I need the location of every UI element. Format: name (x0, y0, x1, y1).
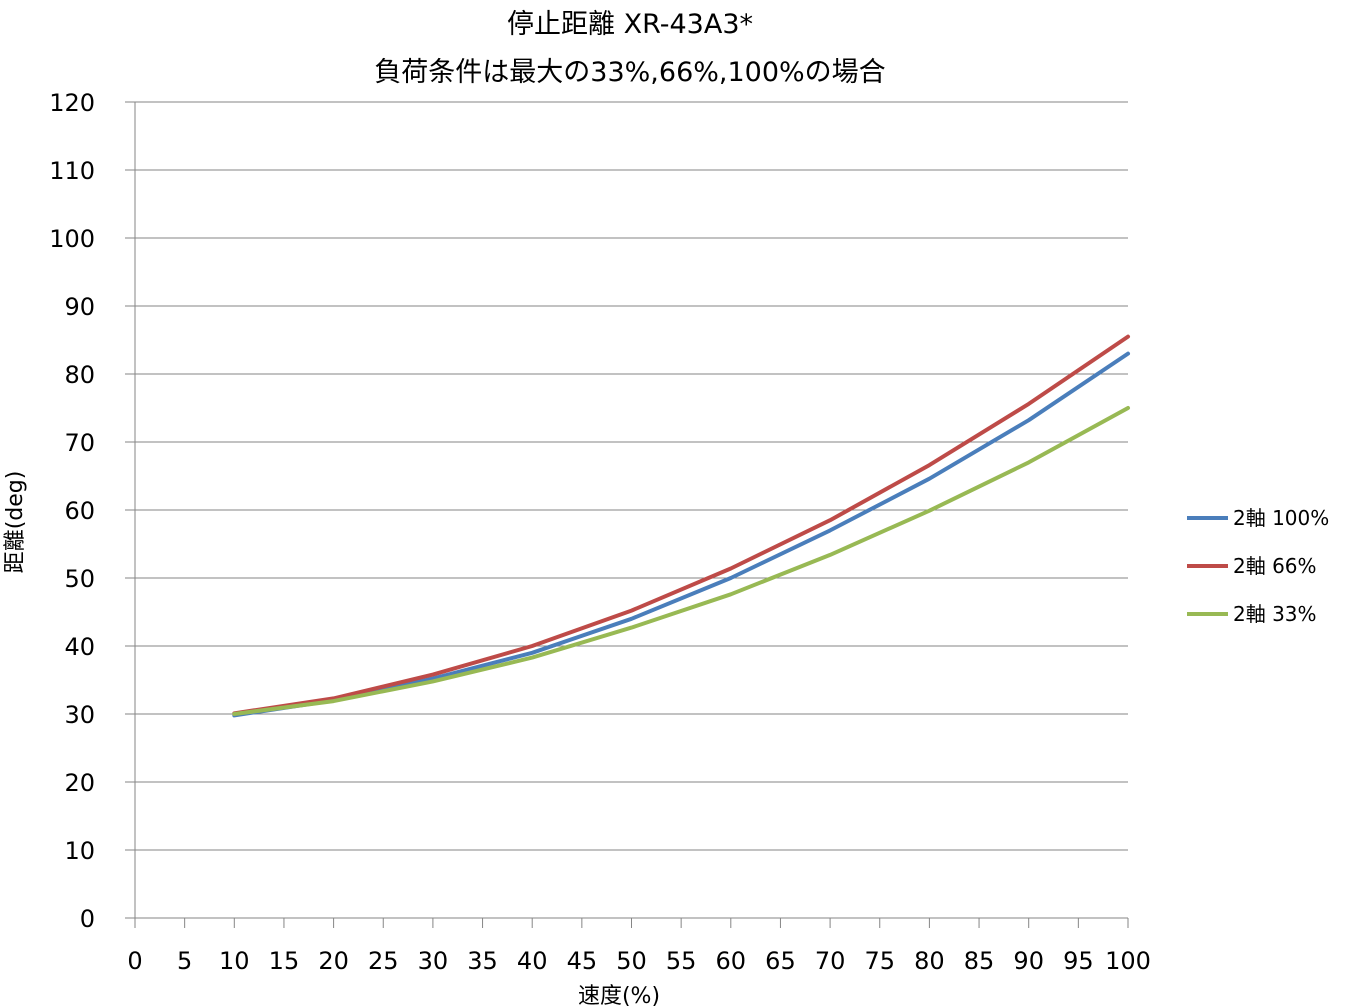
x-tick-label: 100 (1105, 947, 1151, 975)
x-tick-label: 35 (467, 947, 498, 975)
y-tick-label: 80 (64, 361, 95, 389)
legend: 2軸 100% 2軸 66% 2軸 33% (1187, 506, 1329, 626)
chart-subtitle: 負荷条件は最大の33%,66%,100%の場合 (374, 57, 886, 88)
y-tick-label: 20 (64, 769, 95, 797)
y-tick-label: 110 (49, 157, 95, 185)
x-tick-label: 75 (864, 947, 895, 975)
x-tick-label: 70 (815, 947, 846, 975)
x-tick-label: 85 (964, 947, 995, 975)
x-tick-label: 90 (1013, 947, 1044, 975)
y-tick-labels: 0 10 20 30 40 50 60 70 80 90 100 110 120 (49, 89, 95, 933)
gridlines (135, 101, 1128, 851)
x-tick-label: 30 (418, 947, 449, 975)
y-tick-label: 0 (80, 905, 95, 933)
series-line (232, 351, 1130, 718)
chart-title: 停止距離 XR-43A3* (507, 9, 753, 40)
y-tick-label: 50 (64, 565, 95, 593)
series-line (232, 334, 1130, 716)
y-tick-label: 30 (64, 701, 95, 729)
x-tick-label: 10 (219, 947, 250, 975)
series-line (232, 406, 1130, 716)
y-tick-label: 100 (49, 225, 95, 253)
x-tick-label: 15 (269, 947, 300, 975)
x-tick-label: 25 (368, 947, 399, 975)
y-tick-label: 120 (49, 89, 95, 117)
y-tick-label: 90 (64, 293, 95, 321)
x-tick-label: 50 (616, 947, 647, 975)
x-tick-label: 60 (716, 947, 747, 975)
x-axis-label: 速度(%) (578, 984, 660, 1008)
y-axis-label: 距離(deg) (3, 471, 28, 574)
y-tick-label: 10 (64, 837, 95, 865)
x-tick-label: 40 (517, 947, 548, 975)
x-tick-label: 5 (177, 947, 192, 975)
axes (125, 101, 1129, 928)
x-tick-label: 45 (567, 947, 598, 975)
y-tick-label: 60 (64, 497, 95, 525)
x-tick-label: 95 (1063, 947, 1094, 975)
x-tick-label: 0 (127, 947, 142, 975)
legend-label: 2軸 100% (1233, 506, 1329, 530)
x-tick-labels: 0 5 10 15 20 25 30 35 40 45 50 55 60 65 70 75 80 85 90 95 10… (127, 947, 1151, 975)
x-tick-label: 80 (914, 947, 945, 975)
x-tick-label: 55 (666, 947, 697, 975)
legend-label: 2軸 66% (1233, 554, 1317, 578)
legend-label: 2軸 33% (1233, 602, 1317, 626)
y-tick-label: 70 (64, 429, 95, 457)
series-lines (232, 334, 1130, 718)
x-tick-label: 65 (765, 947, 796, 975)
y-tick-label: 40 (64, 633, 95, 661)
x-tick-label: 20 (318, 947, 349, 975)
